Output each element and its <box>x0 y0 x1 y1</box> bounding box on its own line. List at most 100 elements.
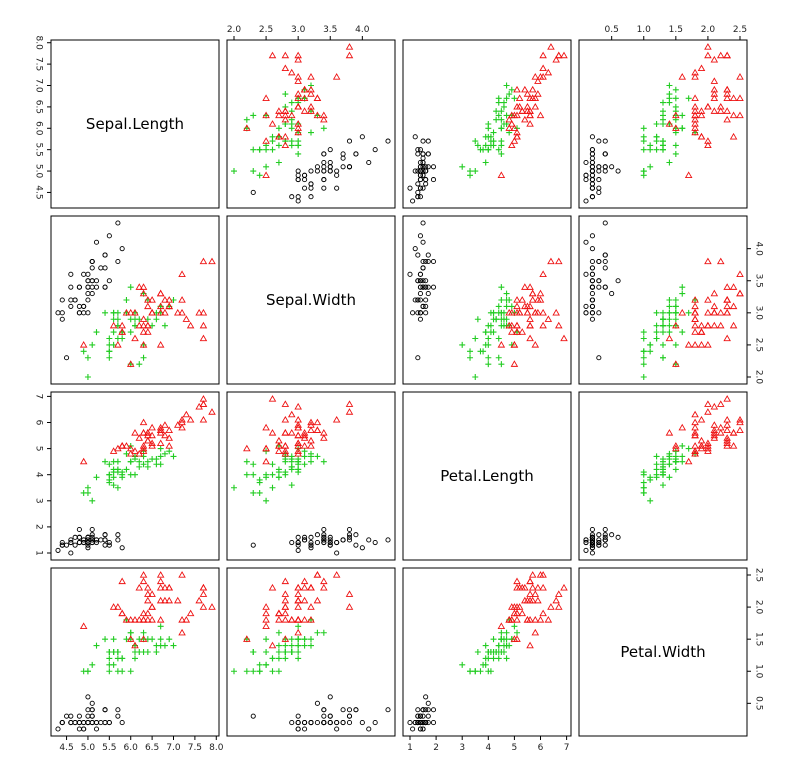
data-point-versicolor <box>288 482 295 489</box>
panel-border <box>226 39 396 209</box>
data-point-setosa <box>327 694 333 700</box>
data-point-setosa <box>93 540 100 546</box>
data-point-virginica <box>560 583 568 591</box>
tick-label-petal-width: 1.5 <box>669 25 683 35</box>
data-point-virginica <box>710 289 719 297</box>
data-point-versicolor <box>672 103 679 110</box>
data-point-setosa <box>583 159 589 166</box>
data-point-setosa <box>321 534 327 540</box>
data-point-setosa <box>302 726 308 732</box>
data-point-virginica <box>320 583 328 591</box>
data-point-versicolor <box>506 642 513 649</box>
data-point-virginica <box>497 171 506 178</box>
data-point-setosa <box>423 297 429 303</box>
data-point-virginica <box>135 583 144 591</box>
data-point-virginica <box>523 107 532 114</box>
data-point-versicolor <box>640 361 647 368</box>
data-point-virginica <box>199 334 208 342</box>
data-point-versicolor <box>114 668 121 675</box>
data-point-setosa <box>385 707 391 713</box>
data-point-versicolor <box>114 316 121 323</box>
data-point-setosa <box>407 720 413 726</box>
data-point-setosa <box>425 720 431 726</box>
data-point-virginica <box>131 447 139 454</box>
data-point-versicolor <box>161 642 168 649</box>
data-point-virginica <box>672 124 680 131</box>
data-point-virginica <box>126 449 135 457</box>
data-point-setosa <box>420 720 426 726</box>
data-point-versicolor <box>250 471 257 478</box>
data-point-setosa <box>106 720 112 726</box>
data-point-setosa <box>340 707 346 713</box>
data-point-setosa <box>353 707 359 713</box>
data-point-virginica <box>710 85 719 93</box>
data-point-virginica <box>139 328 148 335</box>
data-point-virginica <box>294 51 302 59</box>
data-point-setosa <box>295 542 301 548</box>
data-point-virginica <box>332 73 341 80</box>
data-point-virginica <box>139 283 148 290</box>
data-point-setosa <box>346 534 353 540</box>
variable-label-sepal-width: Sepal.Width <box>266 291 356 309</box>
data-point-virginica <box>691 94 699 101</box>
data-point-versicolor <box>153 642 160 649</box>
panel-petal-length-vs-sepal-length <box>50 391 220 561</box>
data-point-virginica <box>281 132 290 140</box>
data-point-setosa <box>589 526 595 533</box>
data-point-setosa <box>372 540 378 546</box>
data-point-versicolor <box>506 91 513 98</box>
data-point-setosa <box>583 172 589 178</box>
data-point-versicolor <box>493 649 500 655</box>
data-point-virginica <box>523 90 532 97</box>
data-point-setosa <box>119 545 125 551</box>
data-point-versicolor <box>514 629 521 636</box>
data-point-virginica <box>262 444 270 452</box>
data-point-versicolor <box>672 150 679 157</box>
data-point-setosa <box>420 151 426 157</box>
panel-sepal-length-vs-sepal-width <box>226 39 396 209</box>
data-point-virginica <box>139 577 148 585</box>
data-point-versicolor <box>666 316 673 323</box>
data-point-versicolor <box>653 453 660 460</box>
data-point-virginica <box>182 410 191 418</box>
data-point-setosa <box>589 542 595 548</box>
panel-petal-length-vs-petal-width <box>578 391 748 561</box>
data-point-setosa <box>423 303 429 309</box>
data-point-virginica <box>148 616 156 623</box>
data-point-versicolor <box>295 456 302 463</box>
panel-petal-length-vs-sepal-width <box>226 391 396 561</box>
data-point-versicolor <box>660 99 666 106</box>
data-point-setosa <box>59 310 65 316</box>
data-point-setosa <box>415 194 421 200</box>
data-point-virginica <box>547 257 555 265</box>
data-point-virginica <box>131 429 139 436</box>
data-point-virginica <box>118 577 126 585</box>
data-point-virginica <box>704 444 712 452</box>
data-point-virginica <box>704 51 712 59</box>
data-point-setosa <box>295 720 301 726</box>
data-point-versicolor <box>106 668 113 675</box>
data-point-versicolor <box>653 471 660 478</box>
data-point-versicolor <box>288 453 295 460</box>
data-point-versicolor <box>166 448 173 455</box>
tick-label-sepal-length: 7.5 <box>188 743 202 753</box>
data-point-virginica <box>320 577 328 585</box>
data-point-versicolor <box>480 661 487 668</box>
data-point-versicolor <box>132 322 138 329</box>
data-point-virginica <box>723 302 731 310</box>
data-point-versicolor <box>685 445 692 452</box>
data-point-virginica <box>531 616 540 623</box>
data-point-versicolor <box>149 322 156 329</box>
data-point-setosa <box>85 694 91 700</box>
data-point-virginica <box>182 315 191 322</box>
data-point-virginica <box>684 457 693 465</box>
data-point-versicolor <box>114 649 121 655</box>
data-point-virginica <box>144 590 152 597</box>
data-point-virginica <box>534 583 542 591</box>
data-point-virginica <box>723 421 731 428</box>
data-point-virginica <box>678 423 687 431</box>
data-point-versicolor <box>301 642 308 649</box>
data-point-versicolor <box>170 642 177 649</box>
data-point-virginica <box>513 328 521 335</box>
data-point-setosa <box>596 168 602 174</box>
